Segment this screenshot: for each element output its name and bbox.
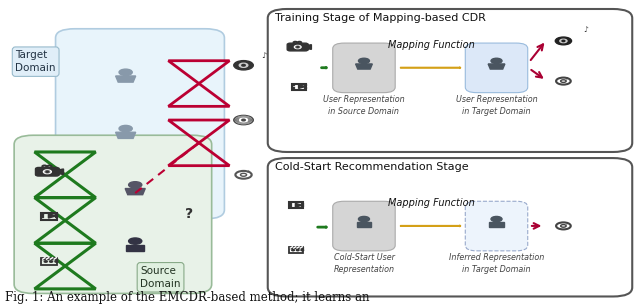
Bar xyxy=(292,87,294,88)
FancyBboxPatch shape xyxy=(465,201,528,251)
Text: ?: ? xyxy=(186,207,193,221)
Circle shape xyxy=(242,119,245,121)
Circle shape xyxy=(358,216,369,222)
Bar xyxy=(362,63,365,64)
Circle shape xyxy=(46,171,49,172)
FancyBboxPatch shape xyxy=(465,43,528,93)
Bar xyxy=(55,216,57,217)
Polygon shape xyxy=(116,132,136,138)
Polygon shape xyxy=(49,214,56,218)
Polygon shape xyxy=(356,64,372,69)
FancyBboxPatch shape xyxy=(287,43,308,51)
Bar xyxy=(292,84,294,85)
Circle shape xyxy=(292,250,294,251)
Circle shape xyxy=(129,182,142,188)
Circle shape xyxy=(242,64,245,66)
FancyBboxPatch shape xyxy=(333,43,395,93)
Bar xyxy=(289,205,291,207)
FancyBboxPatch shape xyxy=(295,44,301,46)
Text: ♪: ♪ xyxy=(246,170,249,174)
FancyBboxPatch shape xyxy=(35,167,60,176)
Bar xyxy=(55,213,57,215)
Circle shape xyxy=(49,261,52,262)
Bar xyxy=(124,75,127,76)
Polygon shape xyxy=(356,222,371,227)
Polygon shape xyxy=(299,85,305,88)
Text: Mapping Function: Mapping Function xyxy=(387,198,474,208)
Bar xyxy=(495,63,498,64)
Polygon shape xyxy=(305,45,312,49)
FancyBboxPatch shape xyxy=(268,9,632,152)
Bar xyxy=(41,258,57,259)
Circle shape xyxy=(119,125,132,132)
FancyBboxPatch shape xyxy=(56,29,225,219)
Bar xyxy=(289,203,291,204)
Text: ♪: ♪ xyxy=(566,222,568,226)
Bar xyxy=(41,216,43,217)
Bar xyxy=(289,247,303,248)
FancyBboxPatch shape xyxy=(44,168,51,171)
Text: Cold-Start Recommendation Stage: Cold-Start Recommendation Stage xyxy=(275,162,469,172)
Polygon shape xyxy=(56,169,63,174)
Polygon shape xyxy=(125,188,145,195)
Bar xyxy=(304,87,306,88)
Text: ♪: ♪ xyxy=(584,25,589,34)
Bar xyxy=(301,203,303,204)
Circle shape xyxy=(234,60,253,70)
Circle shape xyxy=(294,45,301,49)
Polygon shape xyxy=(489,222,504,227)
Text: User Representation
in Target Domain: User Representation in Target Domain xyxy=(456,95,538,116)
Text: Training Stage of Mapping-based CDR: Training Stage of Mapping-based CDR xyxy=(275,13,486,23)
Circle shape xyxy=(234,115,253,125)
Text: User Representation
in Source Domain: User Representation in Source Domain xyxy=(323,95,405,116)
Circle shape xyxy=(55,261,58,262)
Text: Inferred Representation
in Target Domain: Inferred Representation in Target Domain xyxy=(449,253,544,274)
Circle shape xyxy=(491,216,502,222)
Text: Source
Domain: Source Domain xyxy=(140,266,181,289)
Circle shape xyxy=(297,47,299,48)
Circle shape xyxy=(296,250,299,251)
Text: Mapping Function: Mapping Function xyxy=(387,40,474,50)
FancyBboxPatch shape xyxy=(333,201,395,251)
Circle shape xyxy=(45,171,50,173)
Circle shape xyxy=(44,261,47,262)
Bar xyxy=(41,213,43,215)
FancyBboxPatch shape xyxy=(14,135,212,293)
Polygon shape xyxy=(296,203,302,207)
Text: Fig. 1: An example of the EMCDR-based method; it learns an: Fig. 1: An example of the EMCDR-based me… xyxy=(4,291,369,304)
Circle shape xyxy=(296,46,300,48)
Text: ♪: ♪ xyxy=(261,51,267,60)
Polygon shape xyxy=(126,245,144,251)
Polygon shape xyxy=(488,64,505,69)
Circle shape xyxy=(562,40,565,42)
FancyBboxPatch shape xyxy=(268,158,632,297)
Circle shape xyxy=(129,238,142,244)
Bar xyxy=(304,84,306,85)
Circle shape xyxy=(491,58,502,64)
Circle shape xyxy=(560,39,567,43)
Circle shape xyxy=(358,58,369,64)
Circle shape xyxy=(44,170,51,174)
Circle shape xyxy=(301,250,303,251)
Text: ♪: ♪ xyxy=(566,77,568,81)
Circle shape xyxy=(556,37,572,45)
Polygon shape xyxy=(116,76,136,82)
Circle shape xyxy=(239,118,248,122)
Text: Cold-Start User
Representation: Cold-Start User Representation xyxy=(333,253,394,274)
Bar xyxy=(301,205,303,207)
Circle shape xyxy=(239,63,248,67)
Bar xyxy=(124,131,127,132)
Circle shape xyxy=(119,69,132,76)
Text: Target
Domain: Target Domain xyxy=(15,50,56,73)
